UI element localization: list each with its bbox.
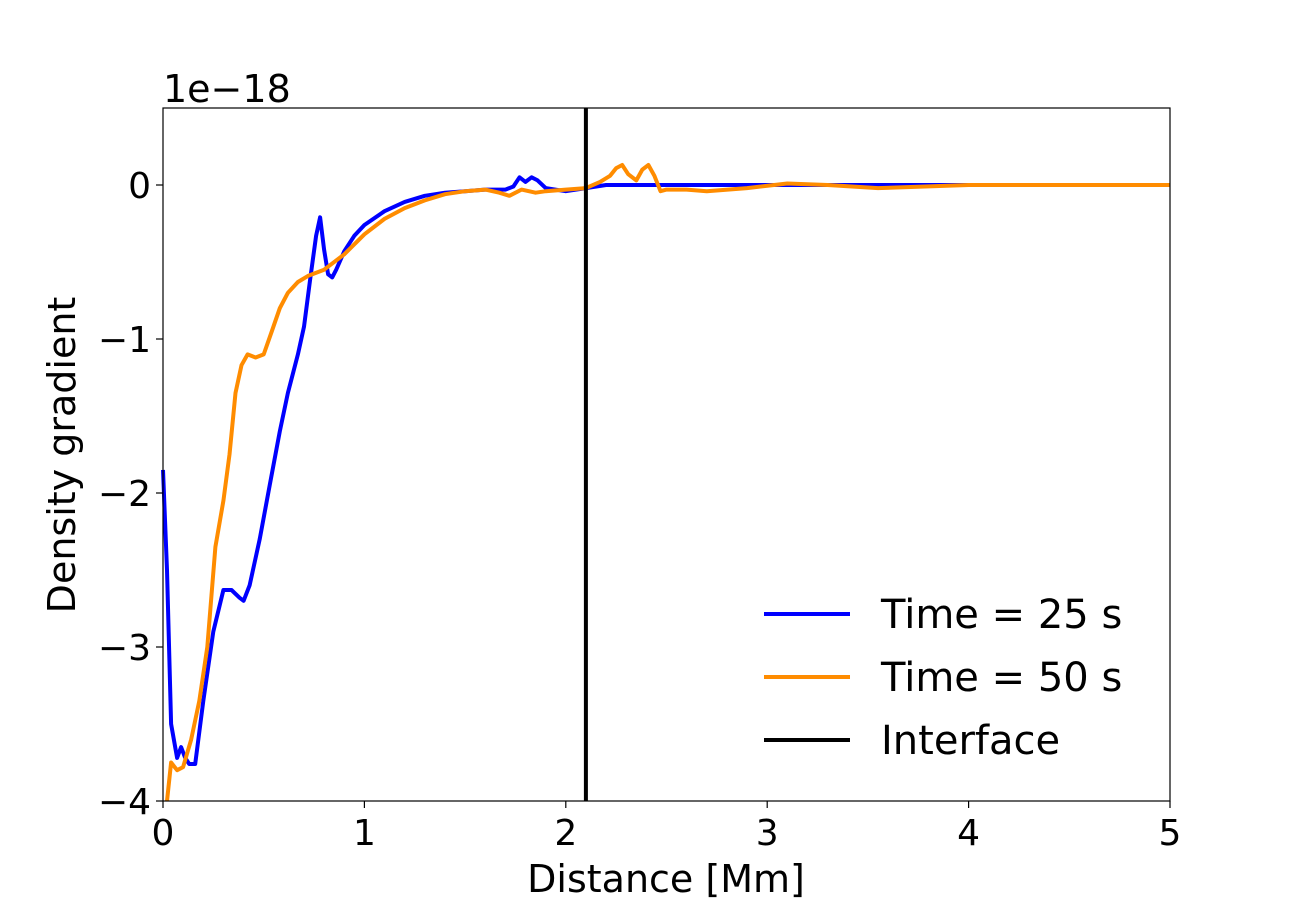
- x-tick-label: 5: [1159, 813, 1182, 854]
- legend-label: Interface: [881, 718, 1060, 764]
- y-tick-label: −2: [98, 474, 151, 515]
- legend: Time = 25 s Time = 50 s Interface: [764, 592, 1122, 764]
- series-line-time-25-s: [161, 175, 1170, 766]
- y-offset-label: 1e−18: [163, 67, 291, 111]
- series-layer: [161, 108, 1170, 802]
- series-line-time-50-s: [165, 163, 1170, 802]
- x-axis-label: Distance [Mm]: [527, 857, 805, 900]
- ticks-layer: 0 1 2 3 4 5 −4 −3 −2 −1 0: [98, 166, 1182, 854]
- y-tick-label: 0: [128, 166, 151, 207]
- x-tick-label: 0: [152, 813, 175, 854]
- y-tick-label: −1: [98, 320, 151, 361]
- legend-label: Time = 50 s: [880, 655, 1122, 701]
- x-tick-label: 3: [756, 813, 779, 854]
- x-tick-label: 1: [353, 813, 376, 854]
- y-tick-label: −3: [98, 628, 151, 669]
- x-tick-label: 2: [554, 813, 577, 854]
- y-tick-label: −4: [98, 782, 151, 823]
- x-tick-label: 4: [957, 813, 980, 854]
- legend-label: Time = 25 s: [880, 592, 1122, 638]
- y-axis-label: Density gradient: [40, 297, 84, 614]
- plot-frame: [162, 107, 1171, 802]
